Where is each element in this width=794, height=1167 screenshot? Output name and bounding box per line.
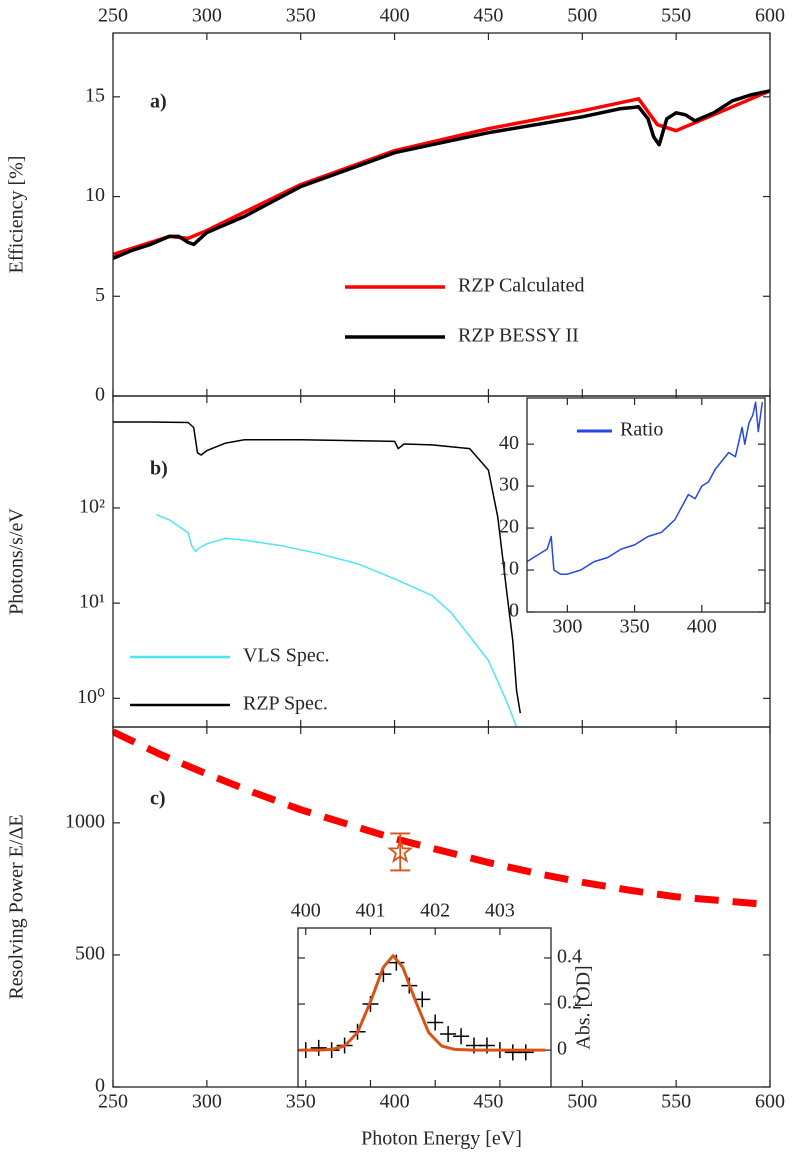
x-tick-label: 450	[473, 1091, 503, 1113]
y-tick-label: 40	[499, 432, 519, 454]
data-line	[527, 401, 764, 575]
panel-label: a)	[150, 91, 167, 113]
x-tick-label: 400	[380, 5, 410, 27]
x-tick-label: 400	[380, 1091, 410, 1113]
y-axis-label: Efficiency [%]	[6, 156, 28, 274]
axes-frame	[112, 32, 771, 397]
inset-background	[527, 398, 765, 612]
axes-frame	[297, 927, 552, 1088]
y-tick-label: 0	[557, 1038, 567, 1060]
y-axis-label: Photons/s/eV	[6, 508, 28, 615]
y-tick-label: 10	[85, 184, 105, 206]
data-line	[113, 421, 522, 714]
y-axis-label: Resolving Power E/ΔE	[6, 814, 28, 999]
x-axis-label: Photon Energy [eV]	[361, 1128, 522, 1150]
y-tick-label: 0	[95, 384, 105, 406]
x-tick-label: 250	[98, 5, 128, 27]
legend-label: VLS Spec.	[243, 645, 330, 667]
data-line	[299, 954, 546, 1052]
x-tick-label: 500	[567, 1091, 597, 1113]
x-tick-label: 350	[286, 1091, 316, 1113]
x-tick-label: 600	[755, 1091, 785, 1113]
data-line	[155, 514, 518, 727]
data-point	[427, 1014, 444, 1031]
y-tick-label: 10¹	[79, 591, 105, 613]
x-tick-label: 450	[473, 5, 503, 27]
data-line	[113, 89, 770, 257]
y-tick-label: 10⁰	[77, 686, 105, 708]
x-tick-label: 300	[552, 616, 582, 638]
y-tick-label: 10²	[79, 496, 105, 518]
x-tick-label: 550	[661, 5, 691, 27]
x-tick-label: 400	[687, 616, 717, 638]
y-tick-label: 15	[85, 84, 105, 106]
data-point	[517, 1044, 534, 1061]
legend-label: Ratio	[620, 419, 663, 441]
x-tick-label: 550	[661, 1091, 691, 1113]
data-point	[387, 838, 414, 863]
data-point	[310, 1039, 327, 1056]
y-tick-label: 20	[499, 516, 519, 538]
data-line	[113, 728, 770, 909]
y-axis-label: Abs. [OD]	[573, 965, 595, 1049]
y-tick-label: 5	[95, 284, 105, 306]
x-tick-label: 400	[291, 900, 321, 922]
inset-background	[298, 928, 551, 1087]
x-tick-label: 401	[355, 900, 385, 922]
panel-label: c)	[150, 788, 166, 810]
x-tick-label: 403	[485, 900, 515, 922]
x-tick-label: 350	[286, 5, 316, 27]
y-tick-label: 0.4	[557, 946, 582, 968]
x-tick-label: 300	[192, 5, 222, 27]
y-tick-label: 30	[499, 474, 519, 496]
data-point	[453, 1028, 470, 1045]
data-point	[440, 1026, 457, 1042]
legend-label: RZP BESSY II	[458, 325, 579, 347]
axes-frame	[526, 397, 766, 613]
x-tick-label: 300	[192, 1091, 222, 1113]
x-tick-label: 402	[420, 900, 450, 922]
legend-label: RZP Calculated	[458, 275, 584, 297]
y-tick-label: 0	[95, 1075, 105, 1097]
y-tick-label: 10	[499, 558, 519, 580]
x-tick-label: 250	[98, 1091, 128, 1113]
y-tick-label: 500	[75, 943, 105, 965]
x-tick-label: 350	[620, 616, 650, 638]
panel-label: b)	[150, 458, 168, 480]
y-tick-label: 1000	[65, 810, 105, 832]
data-point	[414, 991, 431, 1008]
data-line	[113, 89, 770, 261]
x-tick-label: 500	[567, 5, 597, 27]
y-tick-label: 0.2	[557, 992, 582, 1014]
y-tick-label: 0	[509, 600, 519, 622]
legend-label: RZP Spec.	[243, 693, 328, 715]
x-tick-label: 600	[755, 5, 785, 27]
